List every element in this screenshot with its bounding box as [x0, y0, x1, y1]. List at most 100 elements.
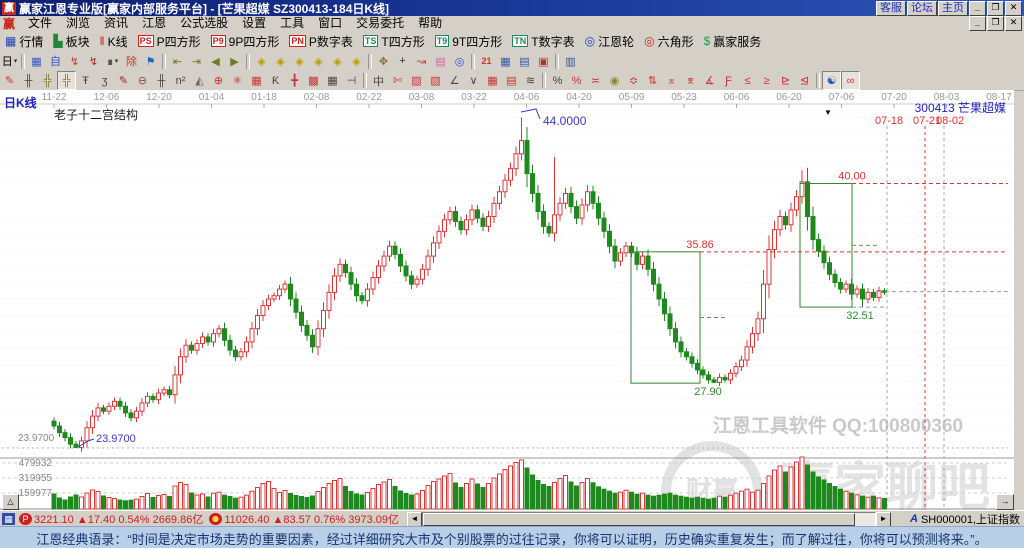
menu-item-1[interactable]: 浏览 [66, 16, 91, 30]
percent-red-icon[interactable]: % [567, 71, 586, 90]
check-tool-icon[interactable]: ∨ [464, 71, 483, 90]
9t-square-button[interactable]: T9 9T四方形 [430, 31, 507, 51]
scroll-right-arrow[interactable]: ► [876, 511, 891, 527]
menu-item-9[interactable]: 帮助 [418, 16, 443, 30]
notebook-icon[interactable]: ▤ [515, 51, 534, 71]
child-restore-button[interactable]: ❐ [987, 16, 1004, 31]
shade-grid-icon[interactable]: ▩ [304, 71, 323, 90]
printer-icon[interactable]: ▥ [561, 51, 580, 71]
ge-red-icon[interactable]: ≥ [757, 71, 776, 90]
hand-icon[interactable]: ✥ [374, 51, 393, 71]
level-red-icon[interactable]: ≍ [586, 71, 605, 90]
menu-item-2[interactable]: 资讯 [104, 16, 129, 30]
hexagon-button[interactable]: ◎ 六角形 [640, 31, 698, 51]
grid-lines-2-icon[interactable]: ╬ [38, 71, 57, 90]
tri-right-icon[interactable]: ⊵ [776, 71, 795, 90]
angle-red-icon[interactable]: ∡ [700, 71, 719, 90]
arc-tool-icon[interactable]: ʒ [95, 71, 114, 90]
save-icon[interactable]: ▣ [534, 51, 553, 71]
gann-circle-icon[interactable]: ⊕ [209, 71, 228, 90]
bands-icon[interactable]: ≎ [624, 71, 643, 90]
crosshair-icon[interactable]: + [393, 51, 412, 71]
close-button[interactable]: ✕ [1005, 0, 1022, 16]
pencil-icon[interactable]: ✎ [0, 71, 19, 90]
scroll-left-arrow[interactable]: ◄ [407, 511, 422, 527]
gann-diamond-3-icon[interactable]: ◈ [290, 51, 309, 71]
grid-black-icon[interactable]: ▦ [323, 71, 342, 90]
quotes-button[interactable]: ▦ 行情 [1, 31, 48, 51]
calendar-icon[interactable]: 21 [477, 51, 496, 71]
updown-icon[interactable]: ⇅ [643, 71, 662, 90]
pen-red-icon[interactable]: ✎ [114, 71, 133, 90]
infinity-icon[interactable]: ∞ [841, 71, 860, 90]
t-square-button[interactable]: TS T四方形 [358, 31, 429, 51]
shade-2-icon[interactable]: ▧ [426, 71, 445, 90]
shade-1-icon[interactable]: ▨ [407, 71, 426, 90]
self-select-icon[interactable]: 自 [46, 51, 65, 71]
n-square-icon[interactable]: n² [171, 71, 190, 90]
grid-lines-1-icon[interactable]: ╫ [19, 71, 38, 90]
pane-expand-button[interactable]: △ [2, 494, 19, 510]
gann-a-icon[interactable]: ⌅ [662, 71, 681, 90]
gann-diamond-5-icon[interactable]: ◈ [328, 51, 347, 71]
tri-left-icon[interactable]: ⊴ [795, 71, 814, 90]
child-close-button[interactable]: ✕ [1005, 16, 1022, 31]
gann-star-icon[interactable]: ✳ [228, 71, 247, 90]
ruler-grid-icon[interactable]: ╫ [152, 71, 171, 90]
p-square-button[interactable]: PS P四方形 [133, 31, 205, 51]
p-table-button[interactable]: PN P数字表 [285, 31, 357, 51]
k-tool-icon[interactable]: Ƙ [266, 71, 285, 90]
center-tool-icon[interactable]: 中 [369, 71, 388, 90]
scrollbar-track[interactable] [422, 511, 876, 527]
scrollbar-thumb[interactable] [423, 512, 855, 526]
gann-diamond-6-icon[interactable]: ◈ [347, 51, 366, 71]
zigzag-2-icon[interactable]: ↯ [84, 51, 103, 71]
9p-square-button[interactable]: P9 9P四方形 [206, 31, 284, 51]
kline-button[interactable]: ‖ K线 [95, 31, 132, 51]
customer-service-button[interactable]: 客服 [876, 0, 906, 16]
next-icon[interactable]: ▶ [225, 51, 244, 71]
restore-button[interactable]: ❐ [987, 0, 1004, 16]
period-day-icon[interactable]: 日 ▾ [0, 51, 19, 71]
child-minimize-button[interactable]: _ [969, 16, 986, 31]
grid-red-2-icon[interactable]: ▦ [483, 71, 502, 90]
waves-icon[interactable]: ≋ [521, 71, 540, 90]
anchor-left-icon[interactable]: ⊣ [342, 71, 361, 90]
chart-panel[interactable]: 财赢 江恩工具软件 QQ:100800360 赢家聊吧 11-22 12-06 12-20… [0, 90, 1014, 543]
fan-lines-icon[interactable]: ✄ [388, 71, 407, 90]
menu-item-8[interactable]: 交易委托 [356, 16, 405, 30]
menu-item-3[interactable]: 江恩 [142, 16, 167, 30]
menu-item-5[interactable]: 设置 [242, 16, 267, 30]
prev-icon[interactable]: ◀ [206, 51, 225, 71]
cross-red-icon[interactable]: ╋ [285, 71, 304, 90]
view-icon[interactable]: ◎ [450, 51, 469, 71]
homepage-button[interactable]: 主页 [938, 0, 968, 16]
menu-item-6[interactable]: 工具 [280, 16, 305, 30]
triangle-tool-icon[interactable]: ◭ [190, 71, 209, 90]
angle-tool-icon[interactable]: ∠ [445, 71, 464, 90]
minimize-button[interactable]: _ [969, 0, 986, 16]
menu-item-7[interactable]: 窗口 [318, 16, 343, 30]
yin-yang-icon[interactable]: ☯ [822, 71, 841, 90]
menu-item-4[interactable]: 公式选股 [180, 16, 229, 30]
gann-diamond-2-icon[interactable]: ◈ [271, 51, 290, 71]
t-line-icon[interactable]: Ŧ [76, 71, 95, 90]
trend-icon[interactable]: ↝ [412, 51, 431, 71]
forum-button[interactable]: 论坛 [907, 0, 937, 16]
market-grid-icon[interactable]: ▦ [2, 513, 15, 525]
horizontal-scrollbar[interactable]: ◄ ► [407, 511, 891, 527]
gann-diamond-1-icon[interactable]: ◈ [252, 51, 271, 71]
ex-rights-icon[interactable]: 除 [122, 51, 141, 71]
rows-red-icon[interactable]: ▤ [502, 71, 521, 90]
circle-minus-icon[interactable]: ⊖ [133, 71, 152, 90]
le-red-icon[interactable]: ≤ [738, 71, 757, 90]
flag-icon[interactable]: ⚑ [141, 51, 160, 71]
f-red-icon[interactable]: Ƒ [719, 71, 738, 90]
gann-wheel-button[interactable]: ◎ 江恩轮 [580, 31, 639, 51]
t-table-button[interactable]: TN T数字表 [508, 31, 579, 51]
percent-icon[interactable]: % [548, 71, 567, 90]
sectors-button[interactable]: ▙ 板块 [49, 31, 94, 51]
gann-b-icon[interactable]: ⌆ [681, 71, 700, 90]
zigzag-1-icon[interactable]: ↯ [65, 51, 84, 71]
